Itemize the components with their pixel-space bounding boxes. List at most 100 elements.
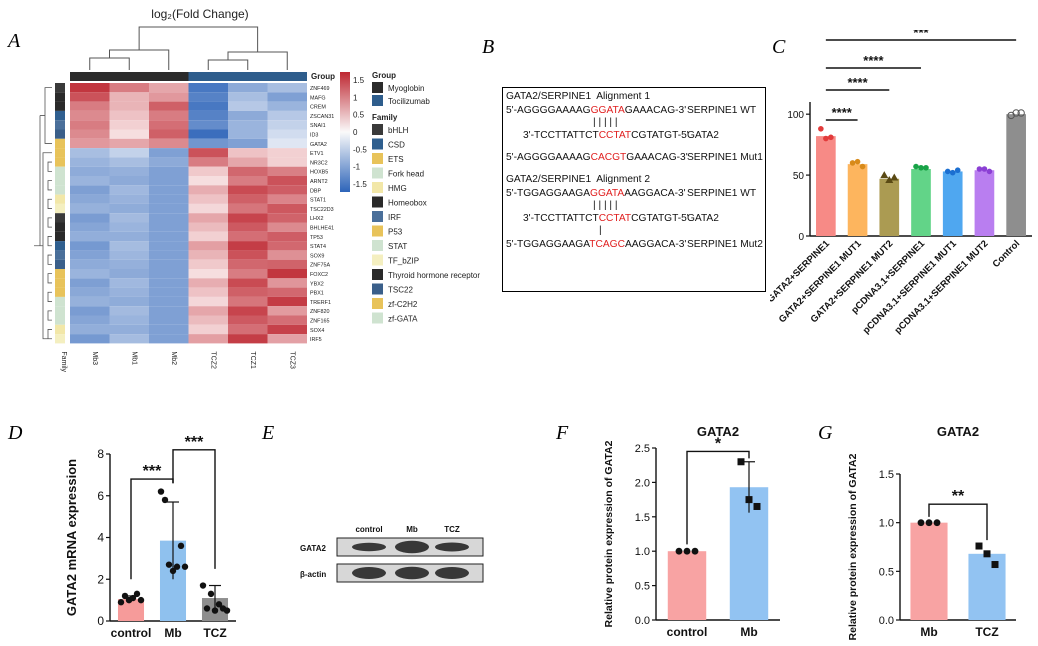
group-annotation-cell (109, 72, 149, 81)
heatmap-cell (149, 83, 189, 93)
heatmap-cell (267, 259, 307, 269)
heatmap-cell (267, 110, 307, 121)
y-tick-label: 4 (97, 531, 104, 545)
sequence-text: CGTATGT-5' (631, 213, 689, 224)
heatmap-cell (188, 92, 228, 102)
heatmap-cell (188, 278, 228, 288)
family-annotation-cell (55, 138, 65, 149)
data-point (675, 547, 683, 555)
heatmap-cell (149, 120, 189, 130)
heatmap-cell (267, 157, 307, 167)
heatmap-cell (188, 287, 228, 297)
significance-stars: **** (863, 53, 884, 68)
column-label: TCZ2 (209, 351, 216, 369)
heatmap-cell (149, 259, 189, 269)
data-point (976, 166, 983, 172)
heatmap-cell (228, 203, 268, 214)
legend-swatch (372, 182, 383, 193)
sequence-text: 3'-TCCTTATTCT (523, 130, 599, 141)
data-point (880, 171, 889, 179)
data-point (913, 163, 919, 170)
heatmap-cell (267, 231, 307, 242)
heatmap-cell (149, 148, 189, 158)
heatmap-cell (70, 176, 110, 186)
significance-stars: **** (832, 105, 853, 120)
heatmap-cell (70, 148, 110, 158)
data-point (177, 542, 185, 550)
heatmap-cell (70, 185, 110, 195)
group-label: Group (311, 72, 335, 81)
heatmap-cell (109, 287, 149, 297)
significance-stars: *** (185, 434, 204, 451)
data-point (157, 488, 165, 495)
category-label: Control (991, 238, 1023, 270)
heatmap-cell (70, 269, 110, 279)
family-annotation-cell (55, 324, 65, 335)
sequence-tag: SERPINE1 Mut1 (687, 152, 763, 163)
heatmap-cell (109, 315, 149, 325)
heatmap-cell (228, 101, 268, 111)
y-tick-label: 6 (97, 489, 104, 503)
heatmap-cell (267, 101, 307, 111)
gene-label: STAT4 (310, 244, 326, 250)
family-annotation-cell (55, 110, 65, 121)
heatmap-cell (109, 194, 149, 204)
heatmap-cell (188, 315, 228, 325)
heatmap-cell (228, 231, 268, 242)
gene-label: SNAI1 (310, 123, 326, 129)
family-annotation-cell (55, 250, 65, 260)
heatmap-cell (188, 194, 228, 204)
blot-band (435, 542, 469, 552)
data-point (949, 169, 956, 176)
heatmap-cell (228, 278, 268, 288)
column-label: Mb3 (91, 351, 98, 365)
family-annotation-cell (55, 166, 65, 176)
heatmap-cell (267, 176, 307, 186)
heatmap-cell (70, 110, 110, 121)
binding-site-highlight: TCAGC (589, 239, 625, 250)
column-label: TCZ3 (288, 351, 295, 369)
data-point (1012, 109, 1020, 117)
heatmap-cell (267, 148, 307, 158)
heatmap-cell (109, 101, 149, 111)
data-point (181, 563, 189, 570)
column-label: Mb2 (170, 351, 177, 365)
category-label: Mb (164, 626, 181, 640)
data-point (818, 126, 824, 132)
data-point (854, 158, 861, 165)
bar (1006, 114, 1026, 236)
heatmap-cell (228, 110, 268, 121)
heatmap-cell (188, 334, 228, 344)
sequence-tag: GATA2 (687, 130, 719, 141)
gene-label: ZNF469 (310, 86, 329, 92)
family-annotation-cell (55, 83, 65, 93)
sequence-tag: SERPINE1 WT (687, 105, 757, 116)
heatmap-cell (109, 241, 149, 251)
y-axis-label: GATA2 mRNA expression (64, 459, 79, 616)
heatmap-cell (109, 213, 149, 223)
heatmap-cell (149, 278, 189, 288)
heatmap-cell (109, 222, 149, 232)
bar (942, 171, 963, 236)
heatmap-cell (267, 241, 307, 251)
heatmap-cell (188, 259, 228, 269)
sequence-text: CGTATGT-5' (631, 130, 689, 141)
heatmap-cell (188, 324, 228, 335)
heatmap-cell (228, 287, 268, 297)
family-annotation-cell (55, 231, 65, 242)
sequence-line: | | | | | (593, 200, 618, 211)
heatmap-cell (149, 222, 189, 232)
family-annotation-cell (55, 120, 65, 130)
heatmap-cell (109, 129, 149, 139)
sequence-text: | | | | | (593, 200, 618, 211)
heatmap-cell (149, 269, 189, 279)
heatmap-cell (70, 120, 110, 130)
heatmap-cell (70, 287, 110, 297)
legend-swatch (372, 95, 383, 106)
y-tick-label: 2.5 (635, 443, 650, 455)
heatmap-cell (149, 157, 189, 167)
data-point (173, 563, 181, 570)
legend-label: Myoglobin (388, 84, 424, 93)
heatmap-cell (70, 259, 110, 269)
